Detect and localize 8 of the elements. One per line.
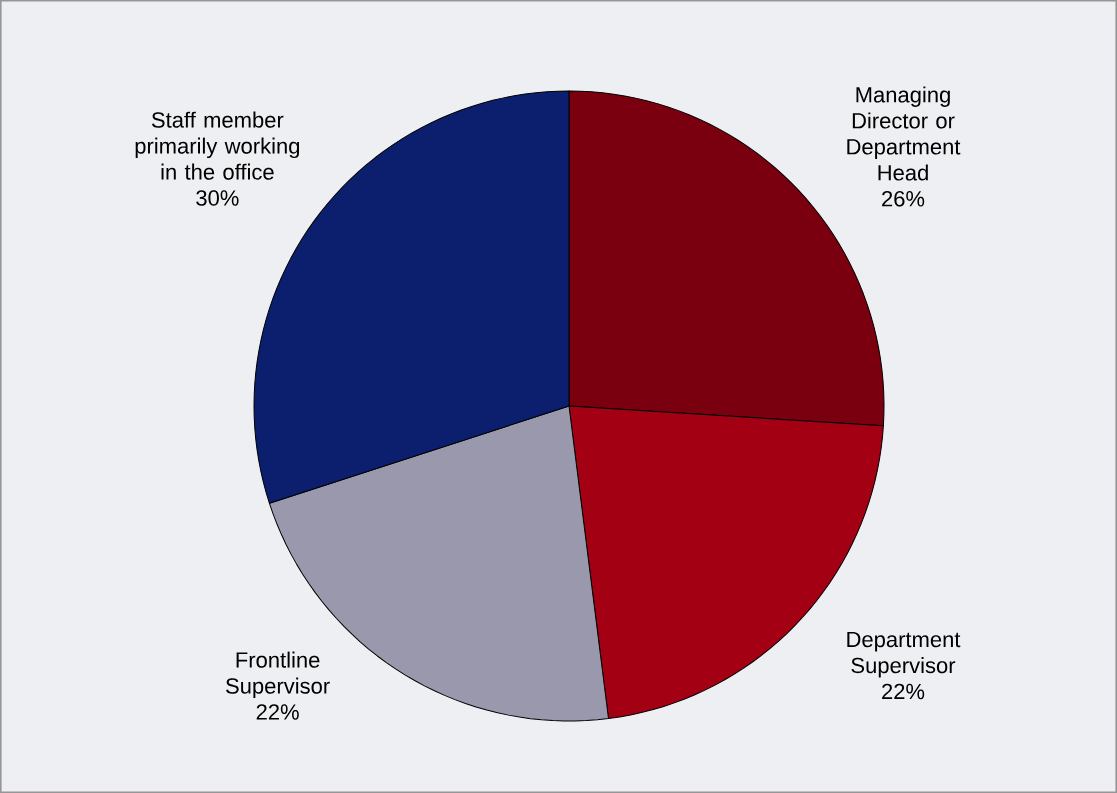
data-label: 26% <box>882 191 925 207</box>
slice-label: Department Supervisor <box>847 631 961 678</box>
slice-label: Staff member primarily working in the office <box>135 111 300 180</box>
data-label: 22% <box>882 683 925 700</box>
slice-label: Frontline Supervisor <box>226 651 330 699</box>
data-label: 30% <box>196 190 239 206</box>
data-label: 22% <box>256 704 299 720</box>
slice-label: Managing Director or Department Head <box>847 86 961 181</box>
